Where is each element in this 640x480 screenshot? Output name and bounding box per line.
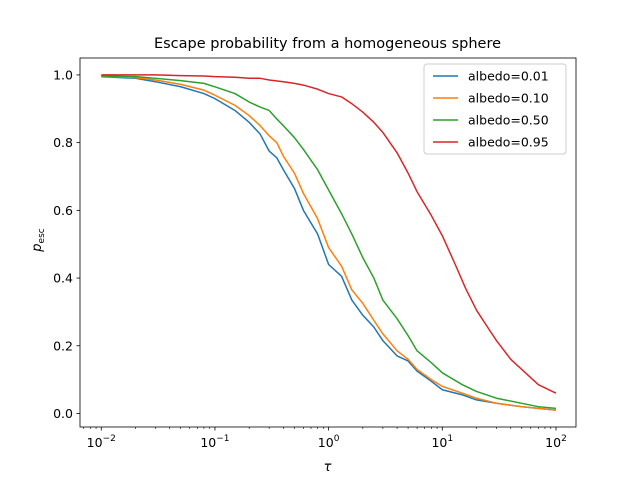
y-axis-label-sub: esc xyxy=(37,228,47,243)
x-tick-label: 10−2 xyxy=(87,434,116,450)
y-tick-label: 0.0 xyxy=(53,406,73,421)
x-tick-label: 10−1 xyxy=(200,434,229,450)
chart-title: Escape probability from a homogeneous sp… xyxy=(154,36,501,52)
y-tick-label: 0.4 xyxy=(53,271,73,286)
legend: albedo=0.01 albedo=0.10 albedo=0.50 albedo=… xyxy=(423,63,567,155)
series-line-1 xyxy=(101,75,557,411)
x-tick-label: 100 xyxy=(318,434,340,450)
legend-label-4: albedo=0.95 xyxy=(468,135,549,150)
series-line-3 xyxy=(101,75,557,410)
x-tick-label: 102 xyxy=(545,434,567,450)
x-tick-label: 101 xyxy=(431,434,453,450)
legend-label-1: albedo=0.01 xyxy=(468,69,549,84)
plot-area: 10−2 10−1 100 101 102 0.0 0.2 0.4 0.6 0.8 1.0 xyxy=(53,57,577,450)
y-tick-label: 0.8 xyxy=(53,135,73,150)
y-tick-label: 0.6 xyxy=(53,203,73,218)
y-axis-label: pesc xyxy=(30,228,47,252)
axes-frame xyxy=(79,57,577,428)
series-line-2 xyxy=(101,75,557,411)
y-axis-label-main: p xyxy=(30,243,45,252)
legend-label-3: albedo=0.50 xyxy=(468,113,549,128)
x-axis-label: τ xyxy=(324,460,332,475)
series-line-4 xyxy=(101,74,557,394)
y-tick-label: 1.0 xyxy=(53,67,73,82)
legend-box xyxy=(423,63,567,155)
y-tick-label: 0.2 xyxy=(53,338,73,353)
legend-label-2: albedo=0.10 xyxy=(468,91,549,106)
